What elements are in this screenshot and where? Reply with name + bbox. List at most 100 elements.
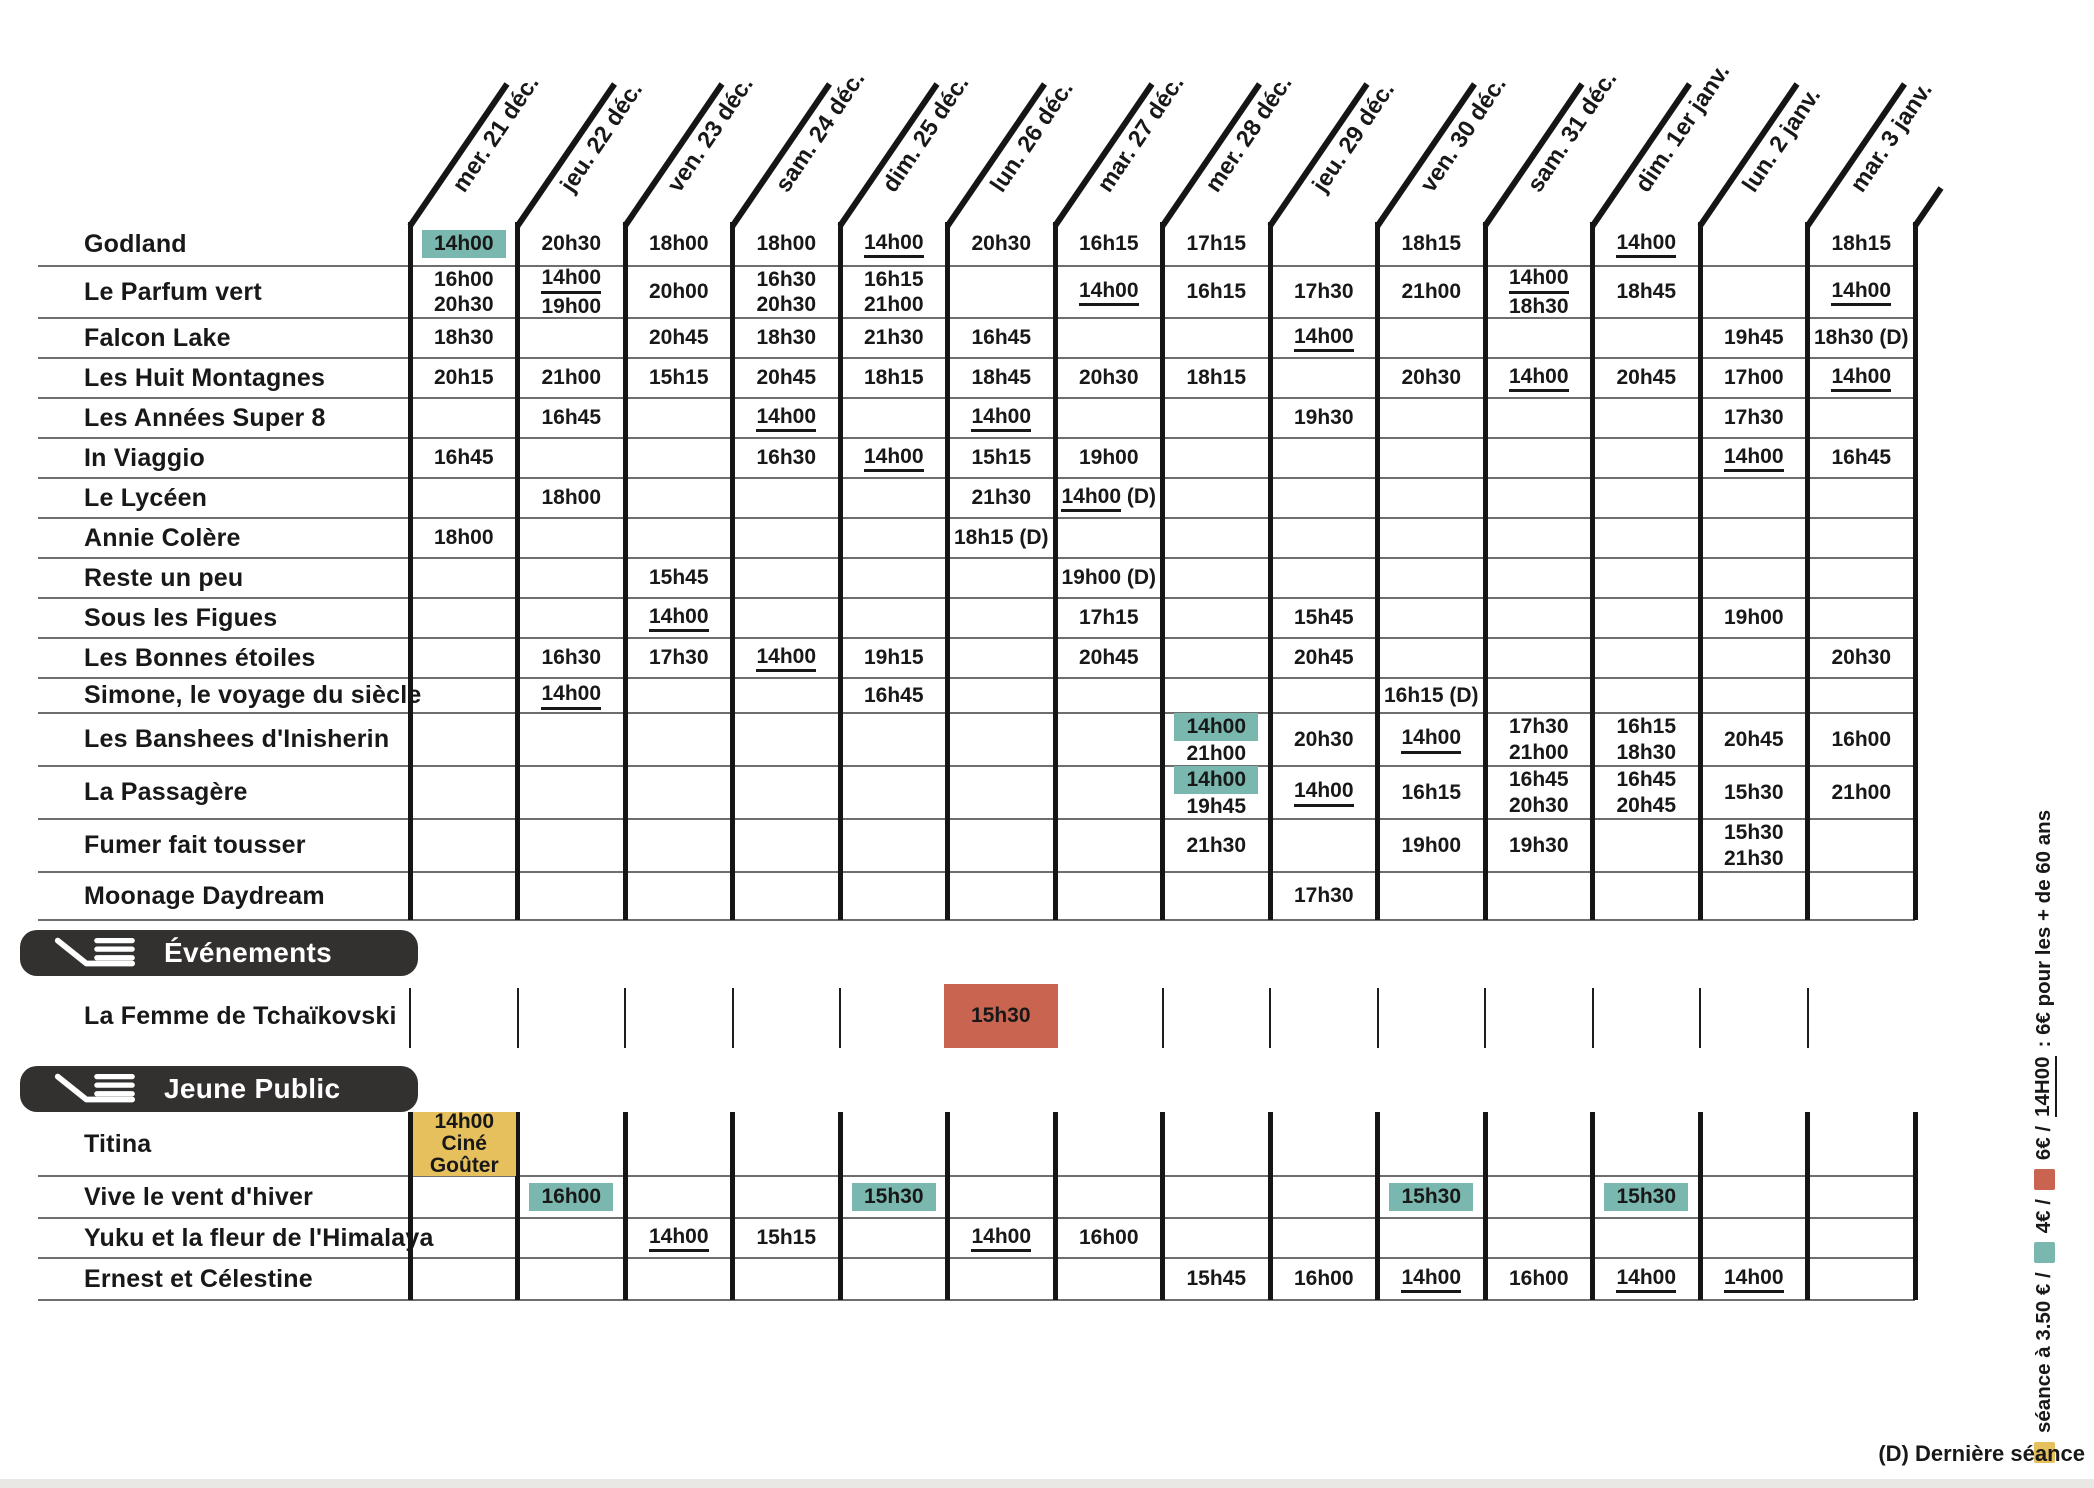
showtime: 16h15	[1186, 280, 1247, 304]
showtime: 20h30	[541, 232, 602, 256]
row-separator	[38, 597, 1915, 599]
showtime-cell: 17h30	[1272, 266, 1376, 318]
showtime: 17h30	[1723, 406, 1784, 430]
showtime: 18h15	[1831, 232, 1892, 256]
grid-line	[516, 988, 519, 1048]
showtime-cell: 16h45	[842, 678, 946, 713]
legend-text: séance à 3.50 € /	[2032, 1272, 2055, 1433]
showtime: 14h00	[1174, 766, 1259, 794]
showtime-cell: 17h15	[1057, 598, 1161, 638]
grid-line	[1805, 222, 1810, 920]
showtime-cell: 18h00	[520, 478, 624, 518]
showtime-cell: 16h45	[412, 438, 516, 478]
showtime-cell: 16h45	[520, 398, 624, 438]
film-title: Annie Colère	[84, 523, 241, 552]
showtime: 20h45	[1616, 366, 1677, 390]
showtime: 16h45	[541, 406, 602, 430]
row-separator	[38, 357, 1915, 359]
grid-line	[1052, 222, 1058, 920]
row-separator	[38, 517, 1915, 519]
showtime: 14h00	[1616, 230, 1677, 259]
grid-line	[730, 1112, 735, 1300]
showtime: 14h00	[1831, 278, 1892, 307]
showtime-cell: 14h00	[1272, 766, 1376, 819]
section-badge: Événements	[20, 930, 418, 976]
showtime: 17h15	[1186, 232, 1247, 256]
showtime-cell: 19h15	[842, 638, 946, 678]
grid-line	[730, 222, 735, 920]
showtime-cell: 14h00	[1595, 1258, 1699, 1300]
showtime: 17h30	[1293, 280, 1354, 304]
grid-line	[409, 988, 411, 1048]
row-separator	[38, 871, 1915, 873]
showtime-cell: 14h00	[1702, 438, 1806, 478]
showtime: 20h30	[1078, 366, 1139, 390]
grid-line	[624, 988, 626, 1048]
showtime-cell: 17h30 21h00	[1487, 713, 1591, 766]
showtime: 21h00	[541, 366, 602, 390]
grid-line	[1161, 988, 1164, 1048]
showtime-cell: 20h45	[1595, 358, 1699, 398]
showtime: 19h30	[1293, 406, 1354, 430]
film-title: Les Bonnes étoiles	[84, 643, 316, 672]
row-separator	[38, 677, 1915, 679]
legend-swatch-red	[2033, 1169, 2055, 1191]
film-title: La Femme de Tchaïkovski	[84, 1001, 397, 1030]
grid-line	[515, 222, 520, 920]
showtime: 20h45	[1723, 727, 1784, 751]
grid-line	[1160, 1112, 1165, 1300]
showtime: 15h30	[1723, 780, 1784, 804]
legend-text: : 6€ pour les + de 60 ans	[2032, 809, 2055, 1048]
showtime-cell: 16h30	[520, 638, 624, 678]
showtime: 17h30	[1508, 715, 1569, 738]
showtime: 21h30	[1723, 846, 1784, 870]
showtime: 20h30	[971, 232, 1032, 256]
showtime-cell: 14h00 Ciné Goûter	[413, 1110, 516, 1177]
grid-line	[1912, 222, 1918, 920]
showtime-cell: 20h30	[1380, 358, 1484, 398]
showtime: 18h15	[1401, 232, 1462, 256]
header-diagonal-lines	[407, 82, 1944, 228]
showtime-cell: 16h15	[1057, 222, 1161, 266]
showtime-cell: 18h15	[1380, 222, 1484, 266]
grid-line	[1697, 222, 1703, 920]
showtime: 14h00	[756, 644, 817, 673]
showtime-cell: 15h15	[950, 438, 1054, 478]
showtime: 16h00	[1831, 727, 1892, 751]
showtime: 20h45	[1078, 646, 1139, 670]
showtime: 16h30	[541, 646, 602, 670]
showtime: 14h00	[1508, 265, 1569, 294]
showtime-cell: 20h45	[627, 318, 731, 358]
showtime-cell: 21h30	[842, 318, 946, 358]
showtime-cell: 15h30 21h30	[1702, 819, 1806, 872]
showtime: 20h30	[1401, 366, 1462, 390]
showtime: 16h15	[1078, 232, 1139, 256]
grid-line	[1376, 988, 1379, 1048]
showtime: 14h00	[1293, 778, 1354, 807]
showtime-cell: 17h30	[1272, 872, 1376, 920]
grid-line	[1697, 1112, 1703, 1300]
row-separator	[38, 557, 1915, 559]
showtime: 16h15	[1616, 715, 1677, 738]
grid-line	[945, 1112, 950, 1300]
showtime: 15h15	[648, 366, 709, 390]
row-separator	[38, 1217, 1915, 1219]
showtime: 21h30	[863, 326, 924, 350]
showtime: 14h00	[434, 1110, 495, 1133]
showtime-cell: 14h00	[950, 1218, 1054, 1258]
showtime: 19h00	[1078, 446, 1139, 470]
showtime: 19h00 (D)	[1061, 566, 1157, 590]
showtime-cell: 15h45	[1165, 1258, 1269, 1300]
showtime-cell: 20h45	[735, 358, 839, 398]
showtime: 16h00	[1508, 1267, 1569, 1291]
row-separator	[38, 437, 1915, 439]
showtime-cell: 16h00	[1487, 1258, 1591, 1300]
showtime-cell: 15h30	[1380, 1176, 1484, 1218]
showtime: 16h45	[1831, 446, 1892, 470]
row-separator	[38, 1175, 1915, 1177]
grid-line	[1591, 988, 1594, 1048]
showtime: 21h00	[1186, 741, 1247, 765]
film-title: Vive le vent d'hiver	[84, 1182, 314, 1211]
showtime-cell: 18h30 (D)	[1810, 318, 1914, 358]
showtime-cell: 18h45	[950, 358, 1054, 398]
